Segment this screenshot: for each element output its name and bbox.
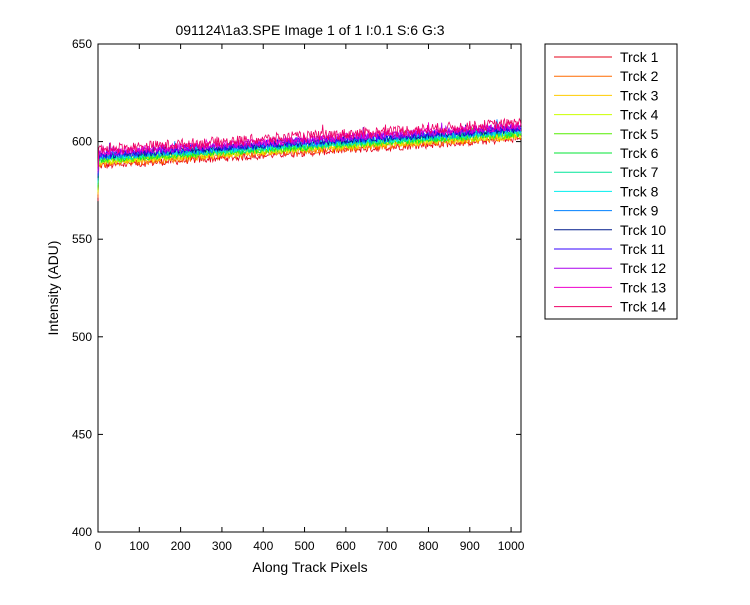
x-axis-label: Along Track Pixels <box>252 559 367 575</box>
x-tick-label: 900 <box>460 539 480 553</box>
x-tick-label: 700 <box>377 539 397 553</box>
legend-label: Trck 11 <box>620 241 665 257</box>
legend-label: Trck 5 <box>620 126 659 142</box>
legend-label: Trck 13 <box>620 279 666 295</box>
legend: Trck 1 Trck 2 Trck 3 Trck 4 Trck 5 Trck 6 Trck… <box>544 43 678 320</box>
x-tick-label: 800 <box>418 539 438 553</box>
legend-label: Trck 8 <box>620 183 659 199</box>
legend-label: Trck 12 <box>620 260 666 276</box>
legend-label: Trck 1 <box>620 49 659 65</box>
legend-box <box>544 43 678 320</box>
x-tick-label: 600 <box>336 539 356 553</box>
x-tick-label: 300 <box>212 539 232 553</box>
legend-label: Trck 14 <box>620 299 666 315</box>
x-tick-label: 1000 <box>498 539 525 553</box>
tick-layer: 0 100 200 300 400 500 600 700 800 900 1000 400 450 50… <box>72 37 525 553</box>
y-tick-label: 400 <box>72 525 92 539</box>
y-tick-label: 600 <box>72 135 92 149</box>
legend-items: Trck 1 Trck 2 Trck 3 Trck 4 Trck 5 Trck 6 Trck… <box>554 49 666 315</box>
x-tick-label: 500 <box>295 539 315 553</box>
legend-label: Trck 6 <box>620 145 659 161</box>
y-tick-label: 450 <box>72 427 92 441</box>
y-tick-label: 500 <box>72 330 92 344</box>
legend-label: Trck 4 <box>620 107 659 123</box>
legend-label: Trck 10 <box>620 222 666 238</box>
y-tick-label: 650 <box>72 37 92 51</box>
legend-label: Trck 3 <box>620 87 659 103</box>
x-tick-label: 0 <box>95 539 102 553</box>
series-layer <box>97 117 522 202</box>
chart-title: 091124\1a3.SPE Image 1 of 1 I:0.1 S:6 G:… <box>175 22 444 38</box>
y-tick-label: 550 <box>72 232 92 246</box>
plot-area: 0 100 200 300 400 500 600 700 800 900 1000 400 450 50… <box>72 37 525 553</box>
x-tick-label: 100 <box>129 539 149 553</box>
x-tick-label: 200 <box>171 539 191 553</box>
plot-frame <box>97 43 522 533</box>
legend-label: Trck 2 <box>620 68 659 84</box>
series-line-trck-14 <box>97 117 522 167</box>
legend-label: Trck 7 <box>620 164 659 180</box>
x-tick-label: 400 <box>253 539 273 553</box>
y-axis-label: Intensity (ADU) <box>45 241 61 336</box>
legend-label: Trck 9 <box>620 203 659 219</box>
series-line-trck-13 <box>97 122 522 172</box>
